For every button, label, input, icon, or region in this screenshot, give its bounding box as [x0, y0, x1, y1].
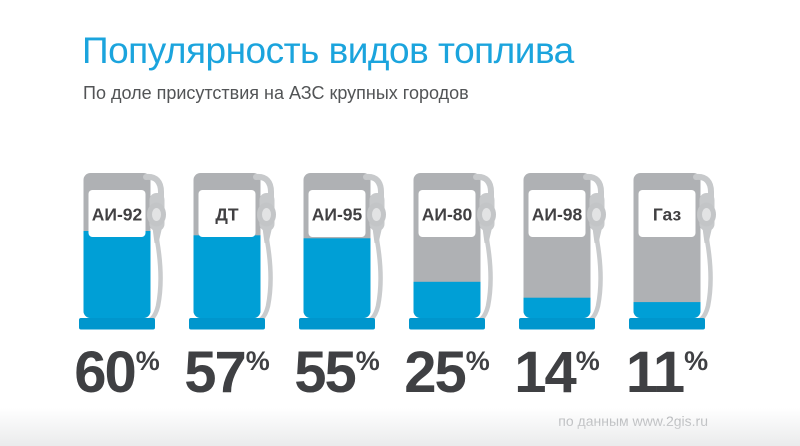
pump-nozzle-icon	[363, 173, 386, 243]
pump-nozzle-icon	[143, 173, 166, 243]
fuel-label: АИ-92	[92, 205, 143, 225]
fuel-pump-graphic: АИ-95	[299, 173, 386, 330]
fuel-pump-graphic: Газ	[629, 173, 716, 330]
percent-value: 25%	[404, 340, 490, 405]
pump-fill-level	[193, 235, 261, 318]
header: Популярность видов топлива По доле прису…	[82, 30, 574, 104]
percent-value: 60%	[74, 340, 160, 405]
pump-base	[629, 318, 705, 330]
fuel-column: АИ-80 25%	[392, 168, 502, 404]
pump-base	[409, 318, 485, 330]
pump-fill-level	[633, 302, 701, 318]
pump-screen	[528, 190, 586, 237]
fuel-column: АИ-92 60%	[62, 168, 172, 404]
pump-base	[299, 318, 375, 330]
percent-value: 14%	[514, 340, 600, 405]
fuel-column: АИ-95 55%	[282, 168, 392, 404]
pump-fill-level	[83, 231, 151, 318]
pump-fill-level	[413, 281, 481, 318]
fuel-label: Газ	[653, 205, 682, 225]
fuel-column: АИ-98 14%	[502, 168, 612, 404]
percent-value: 57%	[184, 340, 270, 405]
fuel-pump-graphic: АИ-92	[79, 173, 166, 330]
pump-nozzle-icon	[253, 173, 276, 243]
pump-row: АИ-92 60% ДТ	[62, 168, 722, 404]
pump-base	[79, 318, 155, 330]
fuel-pump-graphic: АИ-80	[409, 173, 496, 330]
pump-fill-level	[303, 238, 371, 318]
pump-fill-level	[523, 297, 591, 318]
fuel-pump-graphic: АИ-98	[519, 173, 606, 330]
page-title: Популярность видов топлива	[82, 30, 574, 71]
pump-base	[519, 318, 595, 330]
pump-screen	[418, 190, 476, 237]
fuel-pump-graphic: ДТ	[189, 173, 276, 330]
pump-screen	[638, 190, 696, 237]
page-subtitle: По доле присутствия на АЗС крупных город…	[83, 82, 469, 103]
percent-value: 11%	[625, 340, 709, 405]
percent-value: 55%	[294, 340, 380, 405]
fuel-label: ДТ	[215, 205, 238, 225]
pump-nozzle-icon	[693, 173, 716, 243]
fuel-label: АИ-95	[312, 205, 363, 225]
pump-nozzle-icon	[473, 173, 496, 243]
pump-screen	[198, 190, 256, 237]
fuel-column: Газ 11%	[612, 168, 722, 404]
pump-nozzle-icon	[583, 173, 606, 243]
pump-base	[189, 318, 265, 330]
fuel-column: ДТ 57%	[172, 168, 282, 404]
data-source-note: по данным www.2gis.ru	[558, 413, 708, 429]
fuel-label: АИ-80	[422, 205, 473, 225]
pump-screen	[88, 190, 146, 237]
fuel-label: АИ-98	[532, 205, 583, 225]
pump-screen	[308, 190, 366, 237]
